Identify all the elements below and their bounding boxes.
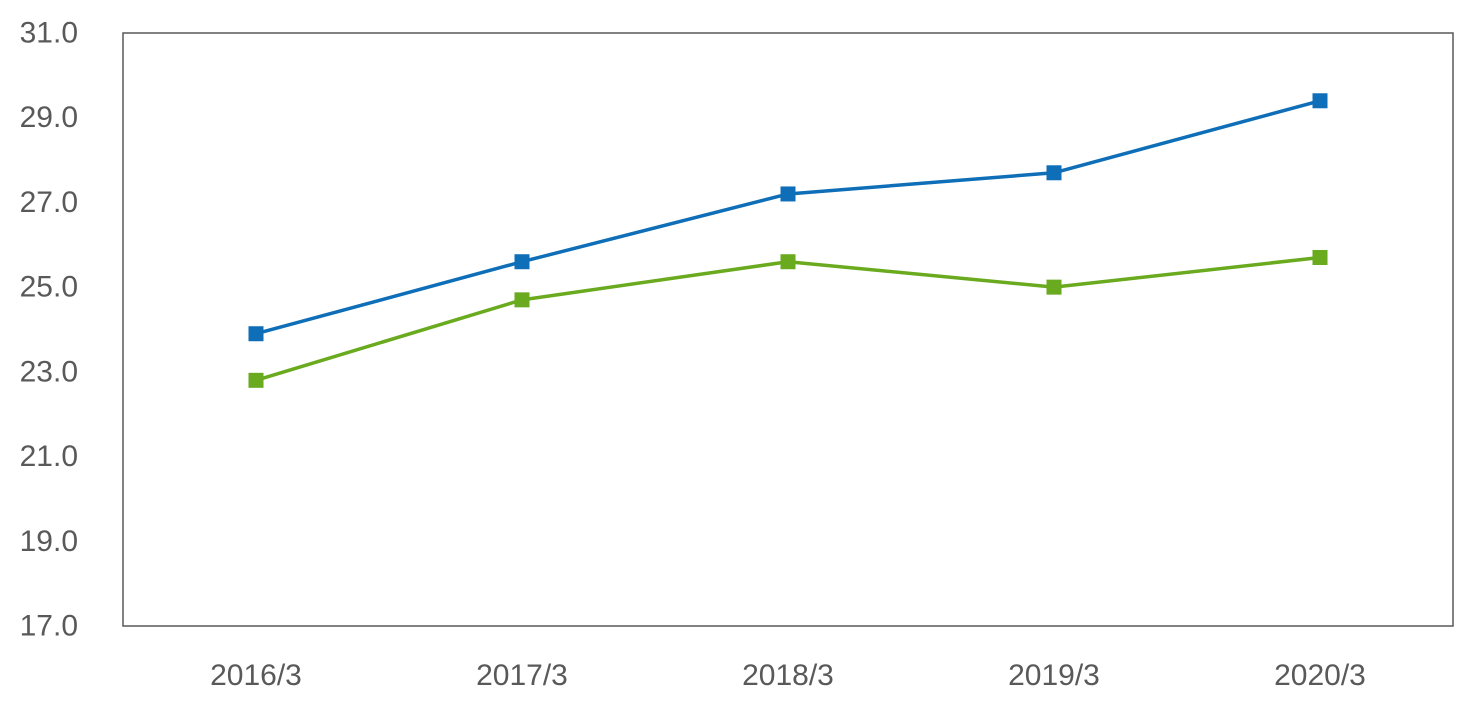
x-tick-label: 2017/3 <box>476 659 568 692</box>
y-tick-label: 19.0 <box>20 525 78 558</box>
data-point-marker <box>514 254 530 270</box>
y-tick-label: 27.0 <box>20 186 78 219</box>
data-point-marker <box>1312 93 1328 109</box>
x-tick-label: 2019/3 <box>1008 659 1100 692</box>
y-tick-label: 29.0 <box>20 101 78 134</box>
data-point-marker <box>1046 165 1062 181</box>
series-line <box>255 99 1321 336</box>
y-tick-label: 23.0 <box>20 355 78 388</box>
series-1 <box>248 93 1328 342</box>
y-tick-label: 17.0 <box>20 610 78 643</box>
y-axis-tick-labels: 17.0 19.0 21.0 23.0 25.0 27.0 29.0 31.0 <box>20 17 78 643</box>
y-tick-label: 31.0 <box>20 17 78 50</box>
data-point-marker <box>514 292 530 308</box>
data-point-marker <box>780 254 796 270</box>
x-tick-label: 2018/3 <box>742 659 834 692</box>
y-tick-label: 21.0 <box>20 440 78 473</box>
x-tick-label: 2020/3 <box>1274 659 1366 692</box>
x-axis-tick-labels: 2016/3 2017/3 2018/3 2019/3 2020/3 <box>210 659 1366 692</box>
x-tick-label: 2016/3 <box>210 659 302 692</box>
data-point-marker <box>1312 249 1328 265</box>
y-tick-label: 25.0 <box>20 271 78 304</box>
data-point-marker <box>1046 279 1062 295</box>
data-point-marker <box>248 326 264 342</box>
data-point-marker <box>248 372 264 388</box>
plot-area-border <box>122 32 1454 627</box>
series-group <box>248 93 1328 388</box>
data-point-marker <box>780 186 796 202</box>
series-line <box>255 255 1321 383</box>
series-2 <box>248 249 1328 388</box>
